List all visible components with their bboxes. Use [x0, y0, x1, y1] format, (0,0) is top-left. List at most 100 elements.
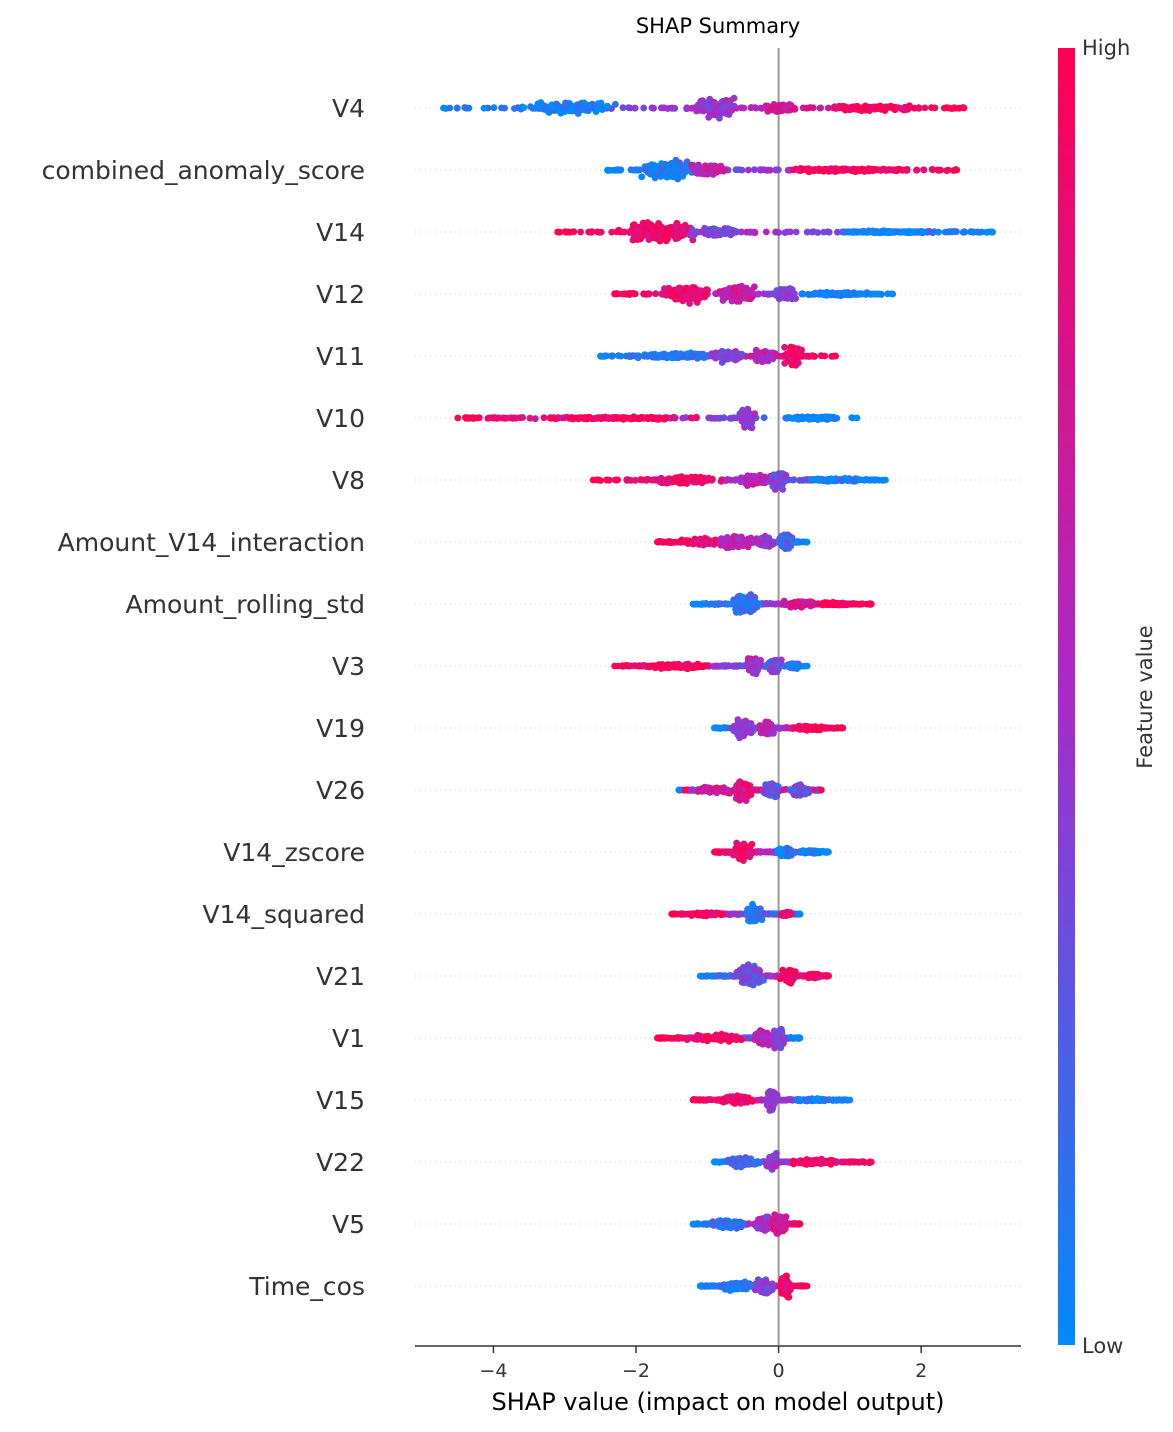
- shap-point: [947, 228, 954, 236]
- shap-point: [635, 166, 643, 174]
- shap-point: [507, 414, 514, 422]
- shap-point: [662, 286, 670, 294]
- shap-point: [738, 606, 746, 614]
- shap-point: [762, 541, 770, 549]
- shap-point: [699, 600, 707, 608]
- shap-point: [776, 286, 784, 294]
- shap-point: [653, 171, 660, 179]
- shap-point: [688, 473, 695, 481]
- shap-point: [454, 414, 462, 422]
- shap-point: [724, 225, 732, 233]
- shap-point: [775, 101, 783, 109]
- feature-row-points: [440, 94, 968, 122]
- shap-point: [644, 231, 652, 239]
- shap-point: [695, 662, 703, 670]
- shap-point: [737, 478, 744, 486]
- shap-point: [621, 662, 628, 670]
- shap-point: [557, 109, 565, 117]
- shap-point: [796, 476, 804, 484]
- shap-point: [634, 354, 642, 362]
- shap-point: [798, 346, 805, 354]
- shap-point: [705, 600, 713, 608]
- shap-point: [935, 167, 942, 174]
- shap-point: [676, 473, 684, 481]
- shap-point: [713, 231, 721, 239]
- shap-point: [844, 166, 851, 173]
- shap-point: [677, 161, 685, 169]
- shap-point: [714, 352, 721, 360]
- shap-point: [589, 476, 597, 484]
- shap-point: [688, 351, 696, 359]
- shap-point: [745, 166, 752, 174]
- shap-point: [650, 476, 658, 484]
- shap-point: [615, 226, 623, 234]
- shap-point: [868, 165, 875, 173]
- shap-point: [975, 229, 983, 236]
- shap-point: [711, 163, 719, 171]
- shap-point: [783, 538, 791, 546]
- shap-point: [856, 290, 864, 297]
- shap-point: [815, 476, 823, 483]
- feature-row-points: [611, 655, 811, 678]
- shap-point: [814, 229, 822, 236]
- shap-point: [531, 415, 539, 423]
- shap-point: [834, 228, 841, 236]
- shap-point: [740, 104, 748, 112]
- shap-point: [701, 291, 708, 298]
- shap-point: [775, 293, 782, 301]
- shap-point: [717, 478, 725, 485]
- shap-point: [792, 228, 800, 236]
- shap-point: [808, 228, 816, 236]
- shap-point: [593, 105, 601, 113]
- shap-point: [583, 105, 591, 113]
- shap-point: [811, 289, 819, 297]
- shap-point: [687, 414, 695, 422]
- shap-point: [791, 351, 798, 358]
- shap-point: [728, 297, 736, 305]
- shap-point: [533, 103, 540, 111]
- shap-point: [640, 104, 648, 112]
- shap-point: [720, 104, 728, 111]
- shap-point: [771, 600, 779, 608]
- shap-point: [844, 290, 852, 298]
- shap-point: [895, 165, 902, 173]
- shap-point: [632, 414, 640, 422]
- shap-point: [823, 413, 831, 421]
- shap-point: [928, 166, 936, 173]
- shap-point: [597, 99, 605, 107]
- feature-row-points: [589, 470, 889, 493]
- shap-point: [612, 100, 619, 108]
- shap-point: [772, 658, 780, 666]
- shap-point: [989, 228, 996, 236]
- shap-point: [703, 166, 711, 173]
- shap-point: [711, 101, 718, 108]
- shap-point: [931, 104, 939, 112]
- shap-point: [760, 414, 768, 421]
- shap-point: [695, 167, 703, 175]
- shap-point: [659, 662, 666, 670]
- shap-point: [757, 166, 764, 174]
- shap-point: [756, 471, 764, 479]
- shap-point: [689, 236, 697, 244]
- shap-point: [688, 285, 696, 293]
- shap-point: [874, 229, 882, 236]
- shap-point: [720, 724, 728, 731]
- shap-point: [668, 170, 676, 178]
- shap-point: [718, 347, 726, 355]
- shap-point: [728, 414, 736, 422]
- shap-point: [803, 538, 811, 546]
- shap-point: [681, 287, 689, 295]
- shap-point: [704, 475, 712, 483]
- shap-point: [707, 230, 714, 238]
- shap-point: [900, 105, 907, 113]
- shap-point: [766, 166, 774, 174]
- shap-point: [683, 105, 690, 113]
- shap-point: [784, 290, 792, 298]
- shap-point: [562, 228, 569, 236]
- shap-point: [726, 538, 734, 546]
- shap-point: [672, 291, 680, 299]
- shap-point: [719, 292, 727, 300]
- shap-point: [657, 166, 665, 173]
- shap-point: [519, 414, 526, 421]
- shap-point: [795, 359, 802, 367]
